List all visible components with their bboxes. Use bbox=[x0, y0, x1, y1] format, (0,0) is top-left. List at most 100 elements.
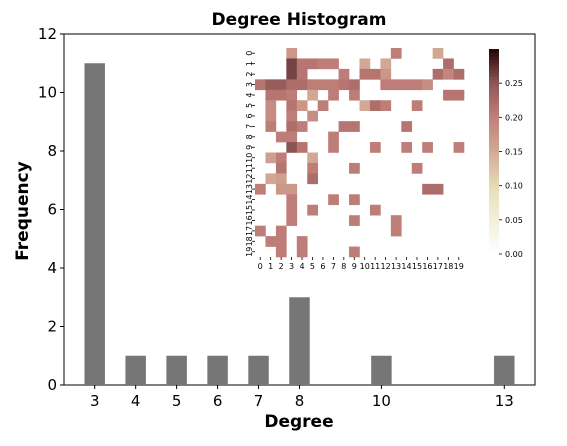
heatmap-cell-9-14 bbox=[401, 142, 413, 153]
colorbar-tick-label: 0.25 bbox=[505, 79, 523, 88]
heatmap-cell-14-3 bbox=[286, 194, 298, 206]
heatmap-cell-9-11 bbox=[369, 142, 381, 153]
y-tick-label: 2 bbox=[47, 318, 57, 336]
colorbar-segment bbox=[489, 144, 499, 149]
heatmap-cell-2-10 bbox=[359, 68, 371, 80]
heatmap-cell-4-19 bbox=[453, 89, 465, 101]
heatmap-cell-7-4 bbox=[296, 121, 308, 132]
heatmap-cell-2-8 bbox=[338, 68, 350, 80]
inset-x-tick-label: 6 bbox=[320, 262, 325, 271]
heatmap-cell-4-5 bbox=[307, 89, 318, 101]
colorbar-segment bbox=[489, 185, 499, 190]
heatmap-cell-6-5 bbox=[307, 110, 318, 122]
heatmap-cell-16-3 bbox=[286, 215, 298, 226]
colorbar-tick-label: 0.10 bbox=[505, 182, 523, 191]
heatmap-cell-2-4 bbox=[296, 68, 308, 80]
colorbar-segment bbox=[489, 178, 499, 183]
colorbar: 0.00 0.05 0.10 0.15 0.20 0.25 bbox=[489, 49, 523, 259]
inset-y-tick-label: 8 bbox=[245, 134, 254, 139]
y-tick-label: 12 bbox=[38, 25, 57, 43]
heatmap-cell-4-7 bbox=[328, 89, 339, 101]
colorbar-segment bbox=[489, 243, 499, 248]
colorbar-segment bbox=[489, 216, 499, 221]
heatmap-cell-3-3 bbox=[286, 79, 298, 91]
colorbar-segment bbox=[489, 93, 499, 98]
y-tick-label: 6 bbox=[47, 201, 57, 219]
heatmap-cell-3-5 bbox=[307, 79, 318, 91]
heatmap-cell-7-14 bbox=[401, 121, 413, 132]
heatmap-cell-9-16 bbox=[422, 142, 433, 153]
inset-x-tick-label: 1 bbox=[268, 262, 273, 271]
inset-x-tick-label: 11 bbox=[370, 262, 380, 271]
inset-y-tick-label: 6 bbox=[245, 113, 254, 118]
heatmap-cell-5-1 bbox=[265, 100, 277, 111]
heatmap-cell-8-7 bbox=[328, 131, 339, 143]
heatmap-cell-7-8 bbox=[338, 121, 350, 132]
inset-y-tick-label: 1 bbox=[245, 61, 254, 66]
colorbar-segment bbox=[489, 103, 499, 108]
heatmap-cell-10-1 bbox=[265, 152, 277, 164]
colorbar-segment bbox=[489, 49, 499, 53]
colorbar-segment bbox=[489, 223, 499, 228]
heatmap-cell-18-4 bbox=[296, 236, 308, 247]
bar-degree-6 bbox=[207, 355, 228, 385]
heatmap-cell-19-2 bbox=[275, 246, 287, 258]
heatmap-cell-3-14 bbox=[401, 79, 413, 91]
heatmap-cell-0-3 bbox=[286, 48, 298, 59]
inset-x-tick-label: 16 bbox=[422, 262, 432, 271]
heatmap-cell-9-7 bbox=[328, 142, 339, 153]
inset-y-tick-label: 12 bbox=[245, 174, 254, 184]
colorbar-segment bbox=[489, 233, 499, 238]
inset-y-tick-label: 10 bbox=[245, 153, 254, 163]
inset-y-tick-label: 4 bbox=[245, 92, 254, 97]
heatmap-cell-13-0 bbox=[255, 183, 266, 195]
inset-y-tick-label: 15 bbox=[245, 205, 254, 215]
heatmap-cell-10-2 bbox=[275, 152, 287, 164]
colorbar-segment bbox=[489, 148, 499, 152]
colorbar-segment bbox=[489, 161, 499, 166]
colorbar-segment bbox=[489, 219, 499, 224]
inset-y-tick-label: 14 bbox=[245, 194, 254, 204]
inset-x-tick-label: 19 bbox=[454, 262, 464, 271]
heatmap-cell-1-10 bbox=[359, 58, 371, 70]
colorbar-tick-label: 0.15 bbox=[505, 148, 523, 157]
colorbar-segment bbox=[489, 141, 499, 146]
bar-degree-5 bbox=[166, 355, 187, 385]
inset-x-tick-label: 18 bbox=[443, 262, 453, 271]
heatmap-cell-3-15 bbox=[411, 79, 423, 91]
y-tick-label: 10 bbox=[38, 84, 57, 102]
inset-y-tick-label: 0 bbox=[245, 51, 254, 56]
heatmap-cell-3-16 bbox=[422, 79, 433, 91]
colorbar-segment bbox=[489, 202, 499, 207]
heatmap-cell-5-11 bbox=[369, 100, 381, 111]
heatmap-cell-19-9 bbox=[349, 246, 360, 258]
inset-x-tick-label: 10 bbox=[360, 262, 370, 271]
heatmap-cell-5-3 bbox=[286, 100, 298, 111]
x-tick-label: 7 bbox=[254, 392, 264, 410]
y-tick-label: 8 bbox=[47, 142, 57, 160]
colorbar-segment bbox=[489, 240, 499, 245]
inset-y-tick-label: 18 bbox=[245, 236, 254, 246]
heatmap-cell-15-11 bbox=[369, 204, 381, 216]
colorbar-segment bbox=[489, 182, 499, 187]
bar-degree-4 bbox=[125, 355, 146, 385]
inset-y-tick-label: 2 bbox=[245, 72, 254, 77]
colorbar-segment bbox=[489, 192, 499, 197]
inset-x-tick-label: 15 bbox=[412, 262, 422, 271]
colorbar-tick-label: 0.05 bbox=[505, 216, 523, 225]
inset-y-tick-label: 16 bbox=[245, 215, 254, 225]
heatmap-cell-5-10 bbox=[359, 100, 371, 111]
colorbar-segment bbox=[489, 168, 499, 173]
heatmap-cell-5-15 bbox=[411, 100, 423, 111]
colorbar-segment bbox=[489, 72, 499, 77]
colorbar-segment bbox=[489, 107, 499, 111]
inset-x-tick-label: 14 bbox=[401, 262, 411, 271]
colorbar-segment bbox=[489, 172, 499, 176]
inset-x-tick-label: 8 bbox=[341, 262, 346, 271]
colorbar-segment bbox=[489, 134, 499, 139]
x-tick-label: 8 bbox=[295, 392, 305, 410]
heatmap-cell-12-2 bbox=[275, 173, 287, 185]
colorbar-segment bbox=[489, 247, 499, 252]
heatmap-cell-3-12 bbox=[380, 79, 392, 91]
